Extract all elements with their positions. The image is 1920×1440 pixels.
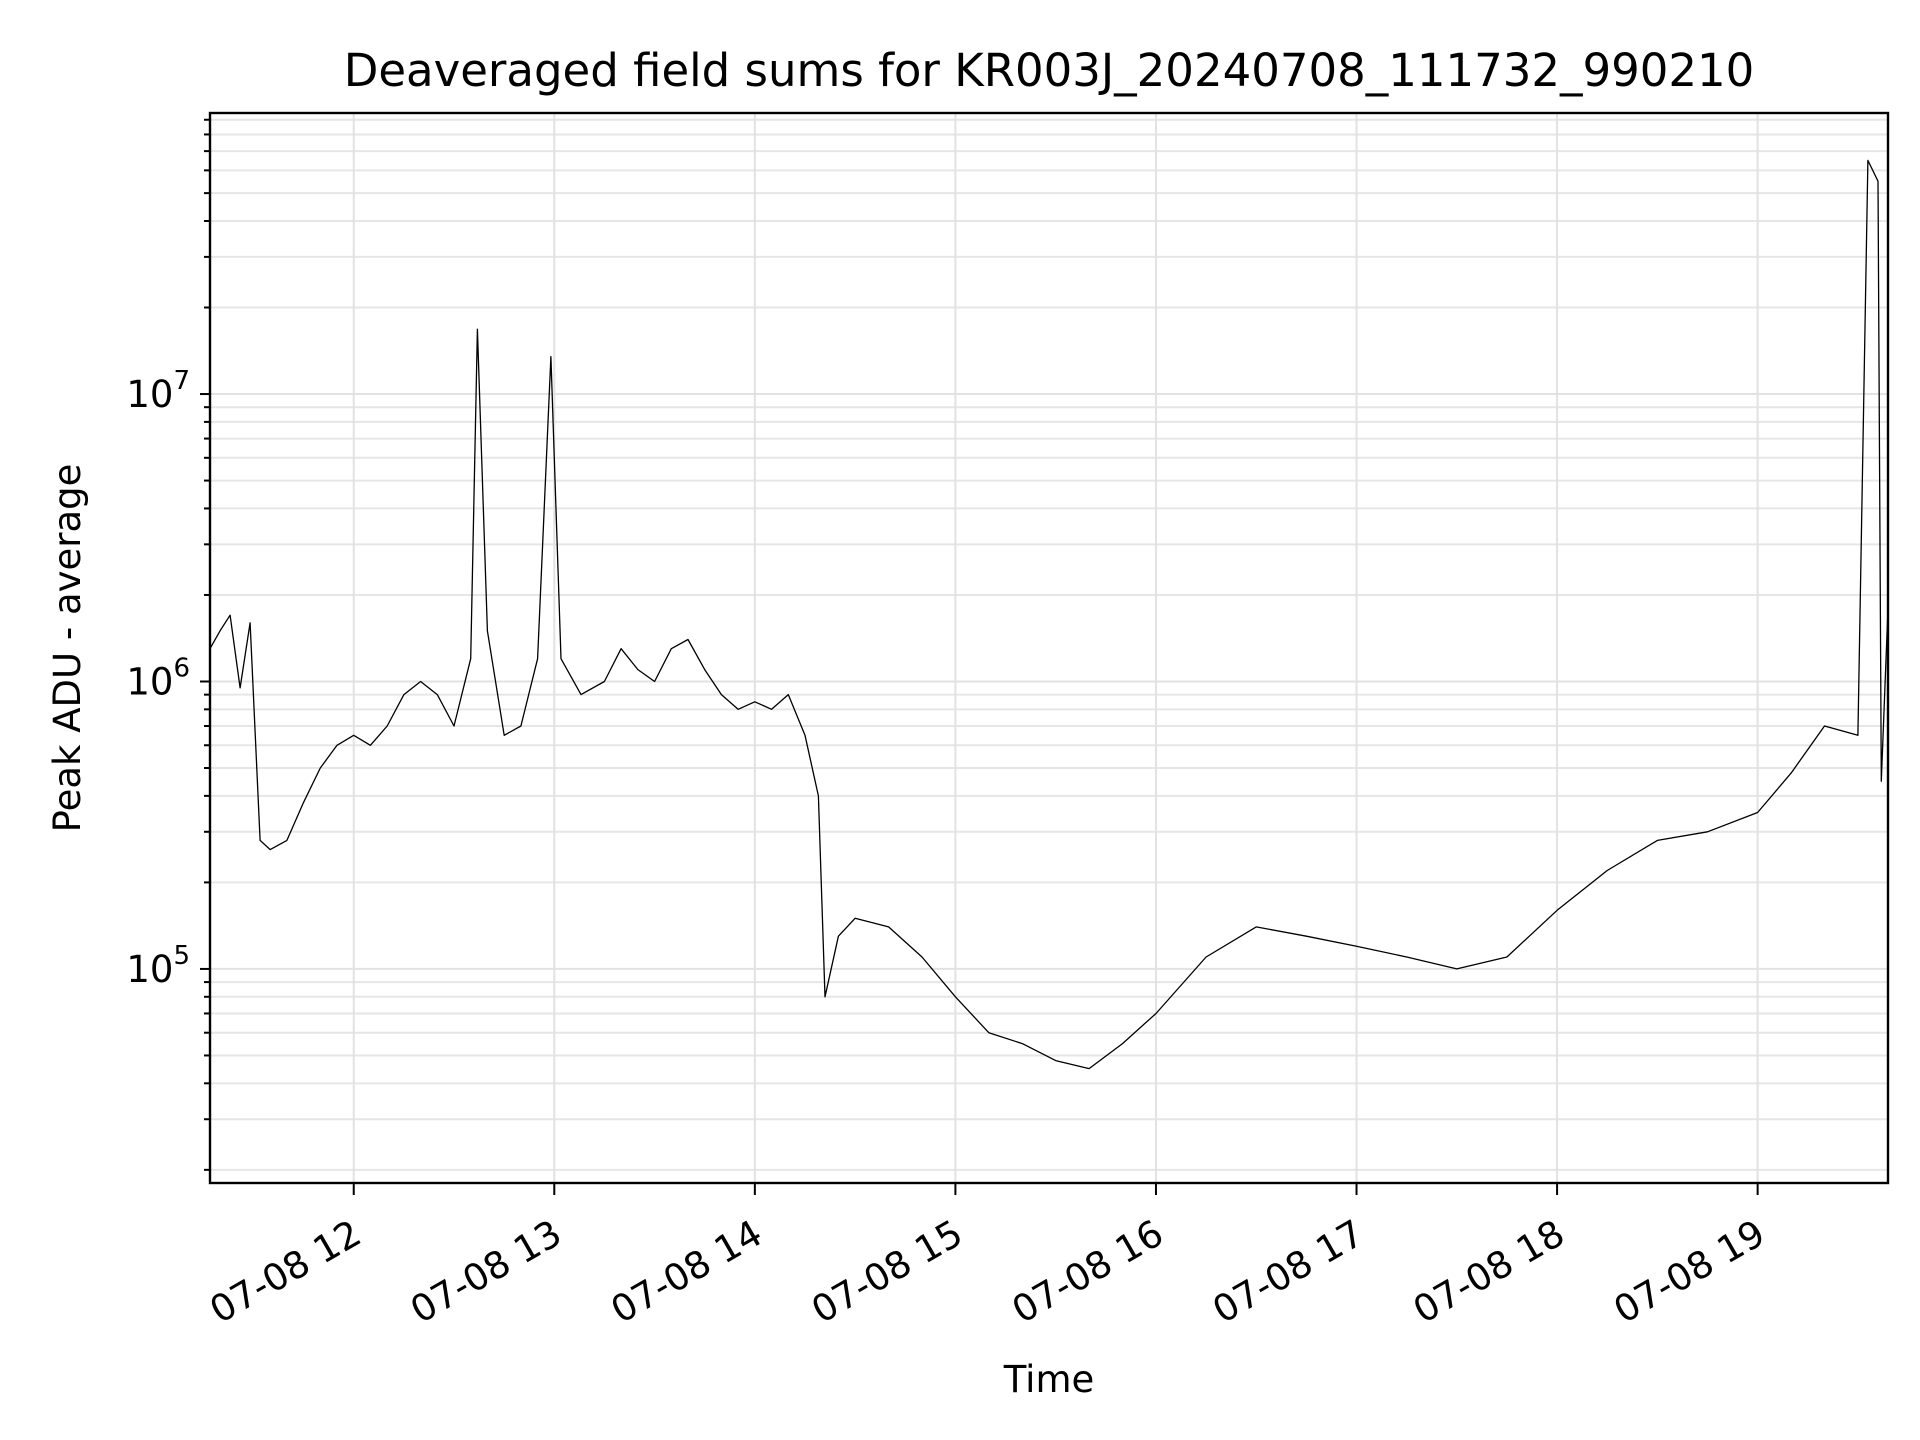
y-axis-label: Peak ADU - average — [46, 464, 89, 833]
plot-frame — [208, 111, 1890, 1185]
x-tick-label: 07-08 17 — [1205, 1212, 1371, 1332]
x-tick-label: 07-08 14 — [604, 1212, 770, 1332]
y-tick-label: 105 — [126, 941, 190, 991]
x-tick-label: 07-08 15 — [804, 1212, 970, 1332]
x-tick-label: 07-08 13 — [403, 1212, 569, 1332]
x-tick-label: 07-08 18 — [1406, 1212, 1572, 1332]
y-tick-label: 107 — [126, 366, 190, 416]
x-axis-label: Time — [1003, 1358, 1095, 1401]
grid — [210, 113, 1888, 1183]
series-line — [209, 159, 1889, 1070]
chart-title: Deaveraged field sums for KR003J_2024070… — [344, 44, 1755, 97]
x-tick-label: 07-08 16 — [1005, 1212, 1171, 1332]
x-tick-label: 07-08 19 — [1607, 1212, 1773, 1332]
x-tick-label: 07-08 12 — [203, 1212, 369, 1332]
y-tick-label: 106 — [126, 653, 190, 703]
